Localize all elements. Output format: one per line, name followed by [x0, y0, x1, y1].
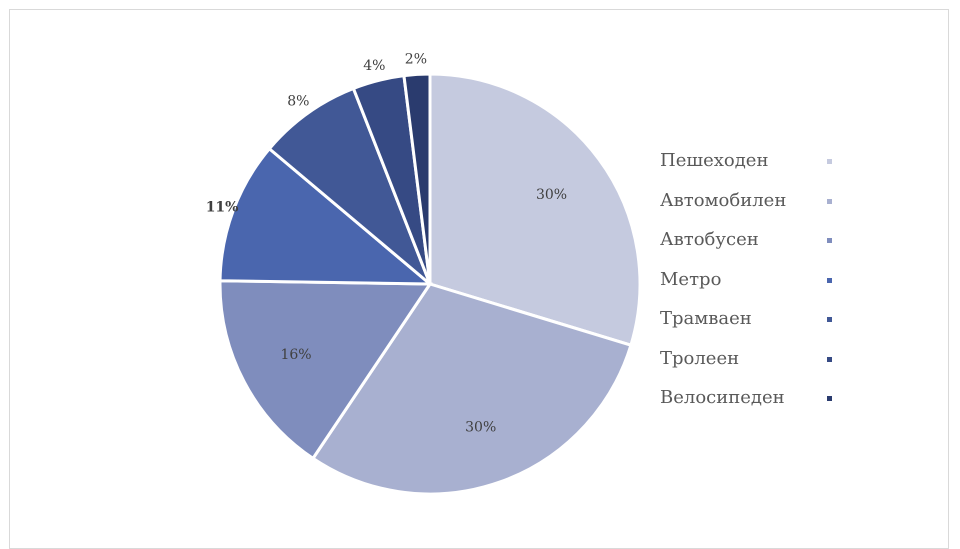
data-label-0: 30% — [536, 187, 567, 203]
legend-label: Трамваен — [660, 308, 752, 329]
legend-item-3: Метро — [660, 265, 850, 305]
data-label-4: 8% — [287, 93, 309, 109]
legend-swatch — [827, 159, 832, 164]
data-label-1: 30% — [465, 419, 496, 435]
legend-swatch — [827, 317, 832, 322]
legend-label: Тролеен — [660, 347, 740, 369]
legend-label: Пешеходен — [660, 150, 769, 171]
legend: Пешеходен Автомобилен Автобусен Метро Трамва… — [660, 146, 850, 423]
legend-swatch — [827, 277, 832, 283]
pie-slice-6 — [402, 72, 432, 285]
pie-slice-1 — [310, 282, 633, 496]
legend-item-5: Тролеен — [660, 344, 850, 384]
legend-label: Автомобилен — [660, 189, 787, 211]
legend-label: Автобусен — [660, 229, 759, 250]
legend-swatch — [827, 238, 832, 243]
data-label-6: 2% — [405, 51, 427, 67]
legend-swatch — [827, 396, 832, 401]
legend-item-2: Автобусен — [660, 225, 850, 265]
legend-item-1: Автомобилен — [660, 186, 850, 226]
legend-swatch — [827, 198, 832, 204]
legend-swatch — [827, 356, 832, 362]
pie-slice-0 — [428, 72, 642, 348]
legend-label: Метро — [660, 268, 722, 290]
legend-item-6: Велосипеден — [660, 383, 850, 423]
pie-slice-3 — [218, 146, 435, 286]
data-label-3: 11% — [206, 199, 239, 215]
data-label-2: 16% — [280, 347, 311, 363]
pie-slice-2 — [218, 279, 433, 461]
legend-label: Велосипеден — [660, 387, 785, 408]
legend-item-4: Трамваен — [660, 304, 850, 344]
pie-slice-4 — [267, 86, 432, 286]
legend-item-0: Пешеходен — [660, 146, 850, 186]
data-label-5: 4% — [363, 58, 385, 74]
